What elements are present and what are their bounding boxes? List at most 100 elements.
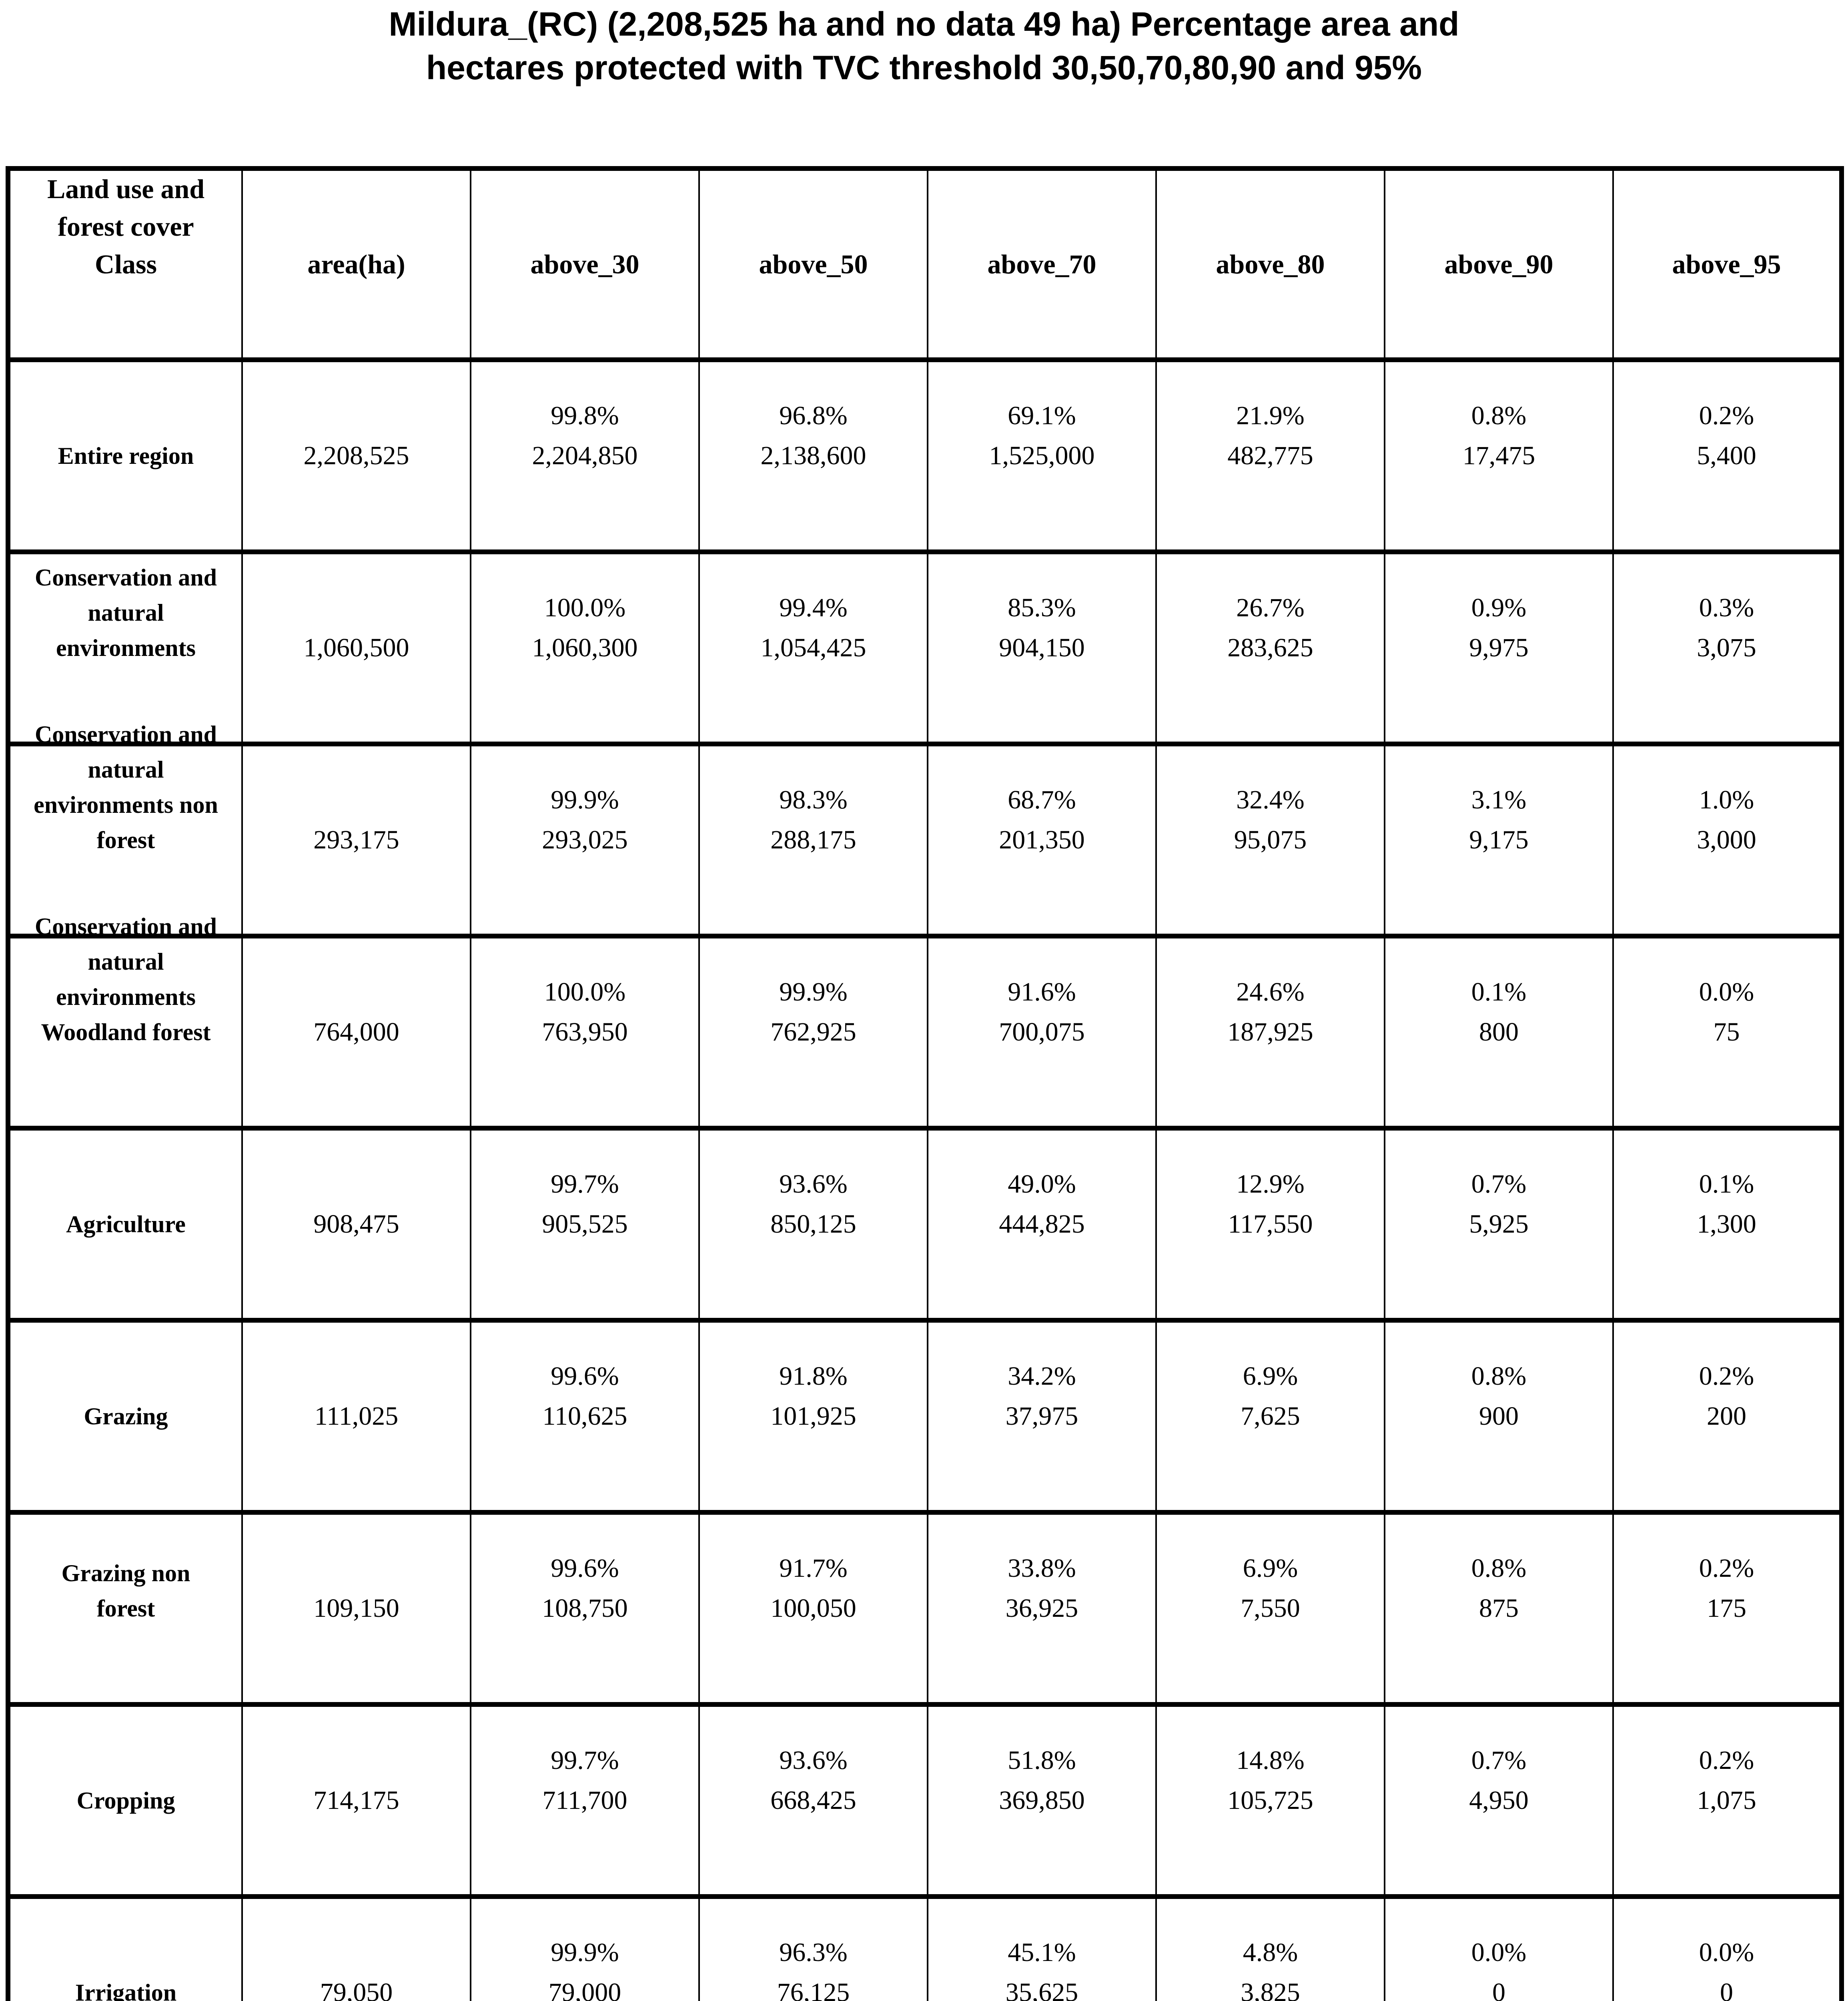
threshold-values: 45.1% 35,625 [928,1933,1155,2001]
threshold-values: 0.7% 5,925 [1385,1164,1612,1244]
table-header-row: Land use and forest cover Class area(ha) a… [7,166,1842,362]
pct-value: 0.0% [1699,1938,1754,1967]
pct-value: 91.7% [779,1554,848,1583]
threshold-values: 99.4% 1,054,425 [700,588,927,668]
ha-value: 711,700 [542,1786,627,1815]
ha-value: 0 [1720,1978,1733,2001]
threshold-cell: 0.2% 1,075 [1612,1702,1842,1899]
row-label-cell: Entire region [7,357,243,554]
pct-value: 0.2% [1699,1746,1754,1775]
threshold-values: 0.9% 9,975 [1385,588,1612,668]
ha-value: 0 [1492,1978,1505,2001]
threshold-values: 0.2% 1,075 [1614,1740,1839,1821]
threshold-values: 26.7% 283,625 [1157,588,1384,668]
ha-value: 7,550 [1241,1594,1300,1623]
column-header-label: above_50 [759,249,868,279]
row-label-cell: Conservation and natural environments no… [7,721,243,938]
pct-value: 3.1% [1471,785,1527,814]
ha-value: 110,625 [542,1402,627,1431]
pct-value: 4.8% [1243,1938,1298,1967]
column-header: above_80 [1155,166,1385,362]
threshold-values: 91.6% 700,075 [928,972,1155,1052]
page-title: Mildura_(RC) (2,208,525 ha and no data 4… [389,5,1459,87]
table-row: Grazing non forest 109,150 99.6% 108,750 91.… [7,1510,1842,1707]
ha-value: 293,025 [542,825,628,854]
threshold-cell: 99.7% 711,700 [470,1702,700,1899]
pct-value: 0.8% [1471,1361,1527,1391]
area-cell: 2,208,525 [241,357,471,554]
ha-value: 4,950 [1469,1786,1529,1815]
pct-value: 98.3% [779,785,848,814]
ha-value: 369,850 [999,1786,1085,1815]
row-label: Conservation and natural environments [34,564,217,661]
threshold-cell: 99.6% 110,625 [470,1318,700,1515]
threshold-values: 34.2% 37,975 [928,1356,1155,1436]
ha-value: 37,975 [1005,1402,1078,1431]
threshold-cell: 14.8% 105,725 [1155,1702,1385,1899]
pct-value: 100.0% [544,977,626,1007]
threshold-values: 68.7% 201,350 [928,780,1155,860]
threshold-values: 99.6% 110,625 [471,1356,698,1436]
pct-value: 26.7% [1236,593,1305,622]
column-header-label: above_90 [1444,249,1553,279]
row-label: Grazing [84,1403,168,1430]
ha-value: 1,525,000 [989,441,1095,470]
ha-value: 800 [1479,1017,1519,1047]
area-cell: 1,060,500 [241,549,471,746]
column-header-label: above_80 [1216,249,1325,279]
pct-value: 6.9% [1243,1554,1298,1583]
threshold-values: 85.3% 904,150 [928,588,1155,668]
threshold-cell: 0.8% 900 [1384,1318,1614,1515]
threshold-values: 3.1% 9,175 [1385,780,1612,860]
pct-value: 93.6% [779,1169,848,1199]
column-header: above_30 [470,166,700,362]
threshold-values: 99.7% 711,700 [471,1740,698,1821]
threshold-values: 0.0% 0 [1614,1933,1839,2001]
ha-value: 5,400 [1697,441,1756,470]
table-row: Grazing 111,025 99.6% 110,625 91.8% 101,925 34… [7,1318,1842,1515]
ha-value: 3,825 [1241,1978,1300,2001]
threshold-values: 24.6% 187,925 [1157,972,1384,1052]
row-label: Agriculture [66,1211,186,1237]
threshold-values: 100.0% 1,060,300 [471,588,698,668]
pct-value: 99.8% [551,401,619,430]
pct-value: 69.1% [1008,401,1076,430]
threshold-values: 14.8% 105,725 [1157,1740,1384,1821]
table-row: Conservation and natural environments Wo… [7,913,1842,1131]
pct-value: 91.6% [1008,977,1076,1007]
ha-value: 904,150 [999,633,1085,662]
ha-value: 3,000 [1697,825,1756,854]
threshold-values: 93.6% 668,425 [700,1740,927,1821]
threshold-values: 6.9% 7,550 [1157,1548,1384,1628]
threshold-values: 0.0% 75 [1614,972,1839,1052]
threshold-values: 0.8% 875 [1385,1548,1612,1628]
row-label: Grazing non forest [61,1560,190,1622]
pct-value: 45.1% [1008,1938,1076,1967]
area-cell: 111,025 [241,1318,471,1515]
area-value: 2,208,525 [303,441,409,470]
ha-value: 668,425 [770,1786,856,1815]
threshold-values: 100.0% 763,950 [471,972,698,1052]
threshold-values: 96.8% 2,138,600 [700,396,927,476]
table-row: Entire region 2,208,525 99.8% 2,204,850 96.8… [7,357,1842,554]
area-cell: 79,050 [241,1894,471,2001]
ha-value: 105,725 [1227,1786,1313,1815]
threshold-values: 0.8% 900 [1385,1356,1612,1436]
pct-value: 1.0% [1699,785,1754,814]
pct-value: 99.7% [551,1746,619,1775]
threshold-values: 91.8% 101,925 [700,1356,927,1436]
row-label-cell: Conservation and natural environments [7,549,243,746]
threshold-cell: 0.3% 3,075 [1612,549,1842,746]
threshold-values: 69.1% 1,525,000 [928,396,1155,476]
threshold-values: 96.3% 76,125 [700,1933,927,2001]
area-value: 79,050 [320,1978,393,2001]
threshold-cell: 26.7% 283,625 [1155,549,1385,746]
ha-value: 17,475 [1462,441,1535,470]
ha-value: 700,075 [999,1017,1085,1047]
threshold-values: 0.2% 175 [1614,1548,1839,1628]
threshold-values: 98.3% 288,175 [700,780,927,860]
threshold-values: 1.0% 3,000 [1614,780,1839,860]
threshold-cell: 69.1% 1,525,000 [927,357,1157,554]
ha-value: 117,550 [1228,1209,1313,1239]
ha-value: 2,138,600 [760,441,866,470]
